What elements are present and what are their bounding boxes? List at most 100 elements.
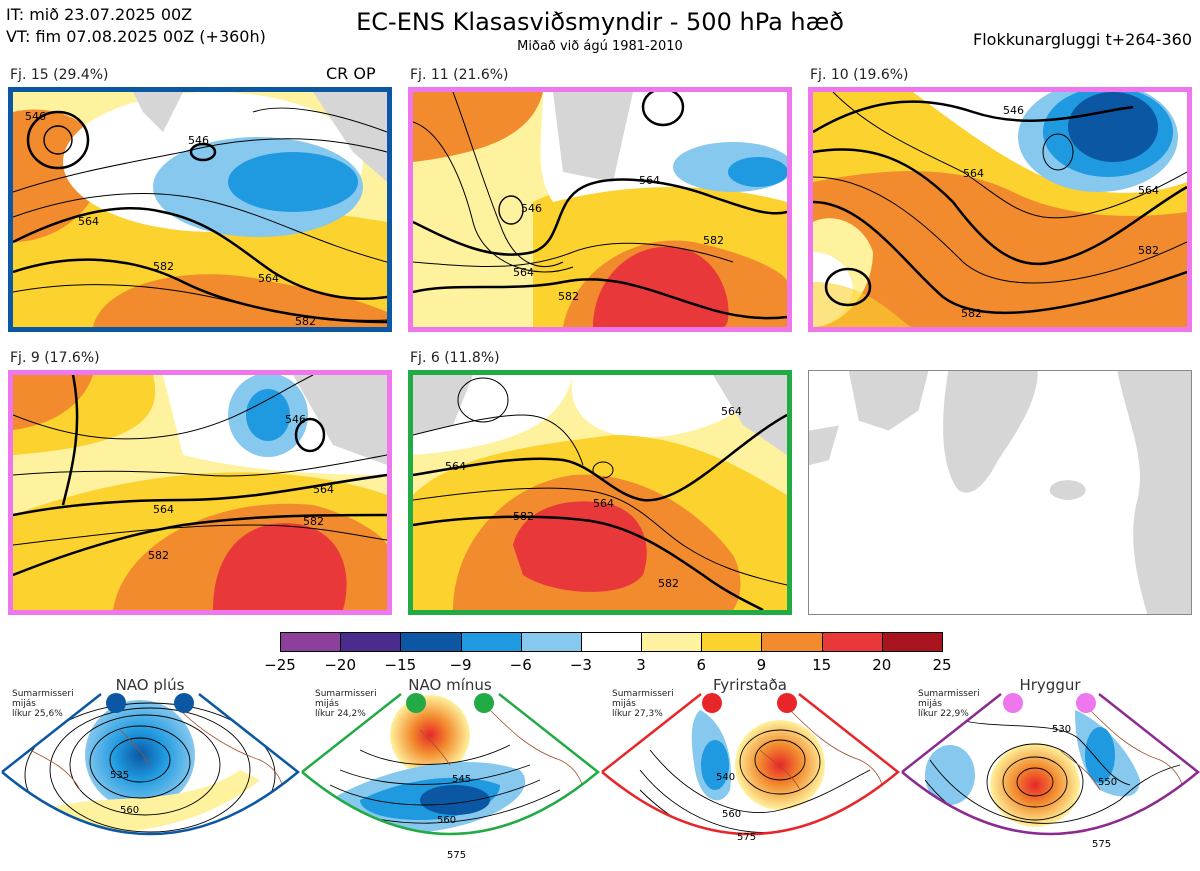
contour-label: 546: [1003, 104, 1024, 117]
colorbar-tick-label: 15: [812, 656, 832, 674]
contour-label: 564: [963, 167, 984, 180]
contour-label: 582: [961, 307, 982, 320]
panel-1-label: Fj. 15 (29.4%): [10, 67, 109, 83]
regime-3-marker: [777, 693, 797, 713]
colorbar-segment: [821, 632, 883, 652]
contour-label: 582: [148, 549, 169, 562]
regime-3-map: [602, 694, 898, 834]
colorbar-segment: [280, 632, 342, 652]
contour-label: 546: [188, 134, 209, 147]
contour-label: 564: [153, 503, 174, 516]
regime-contour-label: 575: [447, 850, 466, 861]
regime-4-marker: [1003, 693, 1023, 713]
contour-label: 582: [513, 510, 534, 523]
contour-label: 546: [25, 110, 46, 123]
contour-label: 564: [639, 174, 660, 187]
contour-label: 546: [521, 202, 542, 215]
regime-info-line: Sumarmisseri: [918, 689, 980, 699]
regime-contour-label: 575: [737, 832, 756, 843]
contour-label: 564: [258, 272, 279, 285]
regime-3-title: Fyrirstaða: [713, 676, 787, 694]
classification-window: Flokkunargluggi t+264-360: [973, 30, 1192, 49]
regime-info-line: Sumarmisseri: [12, 689, 74, 699]
colorbar: [280, 632, 943, 652]
contour-label: 582: [658, 577, 679, 590]
colorbar-tick-label: 25: [932, 656, 952, 674]
regime-info-line: mijás: [315, 699, 339, 709]
regime-info-line: mijás: [918, 699, 942, 709]
contour-label: 582: [1138, 244, 1159, 257]
regime-4-marker: [1076, 693, 1096, 713]
regime-contour-label: 560: [437, 815, 456, 826]
panel-3-label: Fj. 10 (19.6%): [810, 67, 909, 83]
valid-time: VT: fim 07.08.2025 00Z (+360h): [6, 27, 266, 46]
panel-4-label: Fj. 9 (17.6%): [10, 350, 100, 366]
regime-3-marker: [702, 693, 722, 713]
colorbar-tick-label: 6: [696, 656, 707, 674]
regime-4-info: Sumarmisseri mijás líkur 22,9%: [918, 689, 980, 719]
contour-label: 564: [313, 483, 334, 496]
colorbar-segment: [761, 632, 823, 652]
cluster-map-3: 546 564 564 582 582: [808, 87, 1192, 332]
regime-contour-label: 575: [1092, 839, 1111, 850]
colorbar-segment: [580, 632, 643, 652]
colorbar-tick-label: −25: [264, 656, 296, 674]
colorbar-tick-label: 9: [756, 656, 767, 674]
regime-1-marker: [106, 693, 126, 713]
contour-label: 582: [558, 290, 579, 303]
colorbar-segment: [701, 632, 763, 652]
regime-1-title: NAO plús: [115, 676, 185, 694]
cluster-map-4: 546 564 564 582 582: [8, 370, 392, 615]
panel-2-label: Fj. 11 (21.6%): [410, 67, 509, 83]
contour-label: 564: [1138, 184, 1159, 197]
colorbar-tick-label: 3: [636, 656, 646, 674]
regime-info-line: Sumarmisseri: [315, 689, 377, 699]
colorbar-segment: [881, 632, 943, 652]
regime-info-line: líkur 22,9%: [918, 709, 969, 719]
regime-maps: 535 560 545 560 575: [1, 693, 1200, 861]
colorbar-segment: [520, 632, 582, 652]
colorbar-segment: [460, 632, 522, 652]
regime-2-map: [302, 694, 598, 834]
regime-1-marker: [174, 693, 194, 713]
regime-contour-label: 550: [1098, 777, 1117, 788]
regime-contour-label: 540: [716, 772, 735, 783]
page-title: EC-ENS Klasasviðsmyndir - 500 hPa hæð: [356, 8, 844, 36]
regime-info-line: líkur 24,2%: [315, 709, 366, 719]
regime-contour-label: 530: [1052, 724, 1071, 735]
regime-info-line: líkur 27,3%: [612, 709, 663, 719]
colorbar-tick-label: −6: [509, 656, 532, 674]
regime-2-info: Sumarmisseri mijás líkur 24,2%: [315, 689, 377, 719]
regime-contour-label: 560: [722, 809, 741, 820]
colorbar-segment: [400, 632, 462, 652]
contour-label: 564: [513, 266, 534, 279]
regime-1-info: Sumarmisseri mijás líkur 25,6%: [12, 689, 74, 719]
cluster-map-1: 546 546 564 564 582 582: [8, 87, 392, 332]
regime-info-line: mijás: [12, 699, 36, 709]
regime-info-line: Sumarmisseri: [612, 689, 674, 699]
contour-label: 564: [593, 497, 614, 510]
contour-label: 582: [153, 260, 174, 273]
colorbar-tick-label: −20: [324, 656, 356, 674]
cluster-map-2: 546 564 564 582 582: [408, 87, 792, 332]
panel-5-label: Fj. 6 (11.8%): [410, 350, 500, 366]
panel-1-tag: CR OP: [326, 64, 376, 83]
reference-map: [808, 370, 1192, 615]
contour-label: 582: [303, 515, 324, 528]
regime-contour-label: 535: [110, 770, 129, 781]
regime-info-line: mijás: [612, 699, 636, 709]
init-time: IT: mið 23.07.2025 00Z: [6, 5, 193, 24]
cluster-map-5: 564 564 564 582 582: [408, 370, 792, 615]
colorbar-tick-label: −9: [449, 656, 472, 674]
regime-2-marker: [474, 693, 494, 713]
colorbar-segment: [340, 632, 402, 652]
colorbar-tick-label: −3: [569, 656, 592, 674]
regime-contour-label: 560: [120, 805, 139, 816]
regime-info-line: líkur 25,6%: [12, 709, 63, 719]
header-info: IT: mið 23.07.2025 00Z VT: fim 07.08.202…: [6, 4, 266, 48]
regime-4-title: Hryggur: [1019, 676, 1081, 694]
regime-4-map: [902, 694, 1198, 834]
page-subtitle: Miðað við ágú 1981-2010: [517, 39, 683, 54]
regime-contour-label: 545: [452, 774, 471, 785]
contour-label: 546: [285, 413, 306, 426]
